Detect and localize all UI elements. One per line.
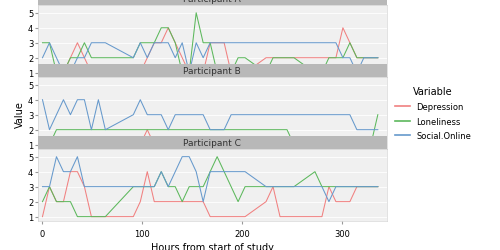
Text: Participant A: Participant A — [184, 0, 241, 4]
Y-axis label: Value: Value — [15, 100, 25, 127]
Legend: Depression, Loneliness, Social.Online: Depression, Loneliness, Social.Online — [392, 84, 474, 144]
X-axis label: Hours from start of study: Hours from start of study — [150, 242, 274, 250]
FancyBboxPatch shape — [38, 137, 387, 149]
Text: Participant B: Participant B — [184, 67, 241, 76]
Text: Participant C: Participant C — [183, 139, 241, 147]
FancyBboxPatch shape — [38, 0, 387, 6]
FancyBboxPatch shape — [38, 65, 387, 78]
